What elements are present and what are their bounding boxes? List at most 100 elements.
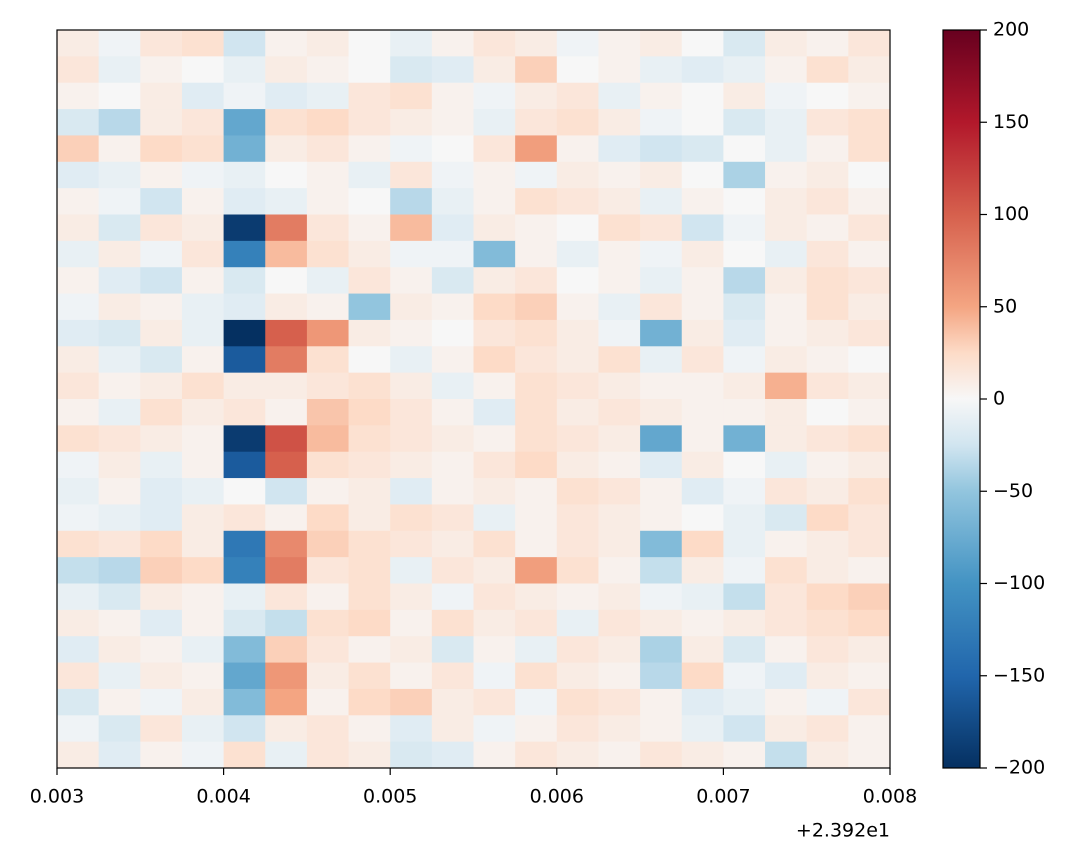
heatmap-cell <box>473 741 516 769</box>
heatmap-cell <box>848 530 891 558</box>
heatmap-cell <box>306 188 349 215</box>
heatmap-cell <box>223 662 266 690</box>
heatmap-cell <box>806 319 849 347</box>
heatmap-cell <box>390 161 433 189</box>
heatmap-cell <box>306 346 349 374</box>
heatmap-cell <box>390 504 433 532</box>
heatmap-cell <box>306 609 349 637</box>
heatmap-cell <box>723 56 766 84</box>
heatmap-cell <box>431 240 474 268</box>
heatmap-cell <box>306 82 349 110</box>
heatmap-cell <box>98 135 141 163</box>
heatmap-cell <box>306 451 349 479</box>
heatmap-cell <box>98 662 141 690</box>
heatmap-cell <box>473 161 516 189</box>
heatmap-cell <box>806 293 849 321</box>
heatmap-cell <box>723 557 766 584</box>
heatmap-cell <box>306 56 349 84</box>
heatmap-cell <box>390 135 433 163</box>
heatmap-cell <box>556 214 599 242</box>
heatmap-cell <box>848 30 891 57</box>
heatmap-cell <box>556 240 599 268</box>
heatmap-cell <box>431 214 474 242</box>
heatmap-cell <box>348 267 391 294</box>
heatmap-cell <box>765 451 808 479</box>
heatmap-cell <box>306 293 349 321</box>
heatmap-cell <box>390 267 433 294</box>
heatmap-cell <box>223 557 266 584</box>
heatmap-cell <box>390 56 433 84</box>
heatmap-cell <box>598 346 641 374</box>
heatmap-cell <box>681 609 724 637</box>
heatmap-cell <box>431 557 474 584</box>
heatmap-cell <box>598 214 641 242</box>
x-tick-label: 0.007 <box>696 786 750 808</box>
heatmap-cell <box>98 609 141 637</box>
heatmap-cell <box>57 372 100 400</box>
heatmap-cell <box>806 399 849 426</box>
heatmap-cell <box>598 267 641 294</box>
heatmap-cell <box>723 636 766 663</box>
heatmap-cell <box>223 240 266 268</box>
heatmap-cell <box>515 161 558 189</box>
heatmap-cell <box>473 609 516 637</box>
heatmap-cell <box>640 425 683 453</box>
heatmap-cell <box>515 478 558 505</box>
heatmap-cell <box>265 240 308 268</box>
heatmap-cell <box>140 319 183 347</box>
heatmap-cell <box>181 557 224 584</box>
heatmap-cell <box>57 346 100 374</box>
heatmap-cell <box>765 30 808 57</box>
heatmap-cell <box>98 688 141 716</box>
heatmap-cell <box>140 688 183 716</box>
heatmap-cell <box>473 346 516 374</box>
heatmap-cell <box>348 662 391 690</box>
heatmap-cell <box>348 240 391 268</box>
heatmap-cell <box>306 319 349 347</box>
heatmap-cell <box>806 478 849 505</box>
heatmap-cell <box>265 583 308 611</box>
heatmap-cell <box>598 425 641 453</box>
heatmap-cell <box>848 188 891 215</box>
heatmap-cell <box>723 715 766 743</box>
colorbar-tick-label: 100 <box>993 203 1029 225</box>
heatmap-cell <box>556 583 599 611</box>
heatmap-cell <box>556 557 599 584</box>
heatmap-cell <box>515 662 558 690</box>
heatmap-cell <box>140 161 183 189</box>
heatmap-cell <box>98 109 141 136</box>
heatmap-cell <box>681 109 724 136</box>
heatmap-cell <box>681 214 724 242</box>
heatmap-cell <box>390 715 433 743</box>
heatmap-cell <box>556 609 599 637</box>
heatmap-cell <box>265 662 308 690</box>
heatmap-cell <box>515 715 558 743</box>
heatmap-cell <box>181 425 224 453</box>
heatmap-cell <box>723 583 766 611</box>
heatmap-cell <box>265 741 308 769</box>
heatmap-cell <box>348 56 391 84</box>
heatmap-cell <box>306 688 349 716</box>
heatmap-cell <box>473 293 516 321</box>
heatmap-cell <box>681 56 724 84</box>
heatmap-cell <box>681 478 724 505</box>
heatmap-cell <box>306 636 349 663</box>
heatmap-cell <box>640 636 683 663</box>
heatmap-cell <box>390 478 433 505</box>
heatmap-cell <box>181 741 224 769</box>
heatmap-cell <box>98 741 141 769</box>
heatmap-cell <box>223 504 266 532</box>
heatmap-cell <box>765 425 808 453</box>
heatmap-cell <box>723 688 766 716</box>
heatmap-cell <box>265 267 308 294</box>
heatmap-cell <box>223 135 266 163</box>
heatmap-cell <box>723 293 766 321</box>
heatmap-cell <box>723 109 766 136</box>
heatmap-cell <box>473 109 516 136</box>
colorbar-tick-label: −200 <box>993 757 1045 779</box>
heatmap-cell <box>223 583 266 611</box>
heatmap-cell <box>765 109 808 136</box>
heatmap-cell <box>640 319 683 347</box>
heatmap-cell <box>640 135 683 163</box>
